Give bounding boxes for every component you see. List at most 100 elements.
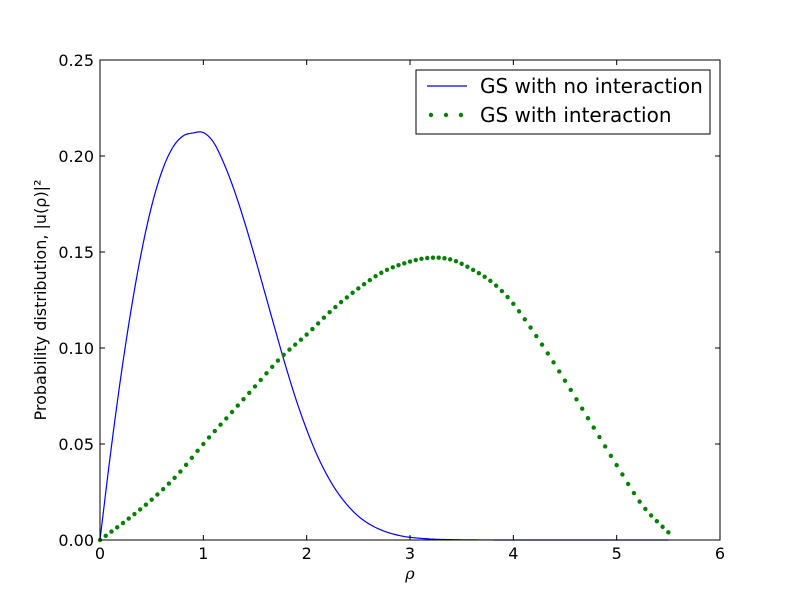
x-axis-label: ρ [404,564,415,583]
legend: GS with no interaction GS with interacti… [415,69,711,135]
series-point-interaction [166,481,172,486]
series-point-interaction [597,434,602,440]
series-point-interaction [195,448,200,454]
series-point-interaction [373,274,378,279]
series-point-interaction [602,444,608,449]
series-point-interaction [304,332,309,337]
series-point-interaction [212,428,218,434]
series-point-interaction [172,475,177,480]
x-tick-label: 0 [95,544,105,563]
series-point-interaction [252,384,258,389]
series-point-interaction [580,406,585,411]
series-point-interaction [321,315,327,320]
series-point-interaction [419,256,424,262]
series-point-interaction [637,499,642,504]
series-point-interaction [666,530,671,535]
series-point-interaction [183,462,189,468]
series-point-interaction [315,321,321,326]
y-tick-label: 0.25 [58,51,94,70]
series-point-interaction [413,257,418,263]
legend-dot-1 [428,112,434,118]
series-point-interaction [608,453,614,459]
series-point-interaction [264,371,269,376]
series-point-interaction [574,397,579,402]
y-tick-label: 0.05 [58,435,94,454]
y-tick-label: 0.15 [58,243,94,262]
series-point-interaction [229,409,235,415]
series-point-interaction [545,351,550,356]
series-point-interaction [505,294,510,300]
series-point-interaction [310,326,315,332]
series-point-interaction [384,267,390,272]
series-point-interaction [470,267,476,273]
legend-box [415,69,711,135]
series-point-interaction [350,290,355,296]
series-point-interaction [430,255,436,260]
series-point-interaction [447,257,453,262]
series-point-interaction [516,309,522,314]
series-point-interaction [631,490,637,496]
x-tick-label: 3 [405,544,415,563]
series-point-interaction [442,256,447,261]
series-point-interaction [482,274,487,279]
series-point-interaction [344,295,350,300]
series-point-interaction [614,462,619,468]
series-point-interaction [648,513,654,518]
series-point-interaction [206,435,212,440]
series-point-interaction [396,262,401,268]
series-point-interaction [275,358,281,363]
series-point-interaction [528,325,533,330]
series-point-interaction [591,425,596,430]
series-point-interaction [155,492,160,497]
legend-dot-3 [458,112,464,118]
series-point-interaction [120,520,126,526]
series-point-interaction [660,524,665,529]
series-point-interaction [425,255,430,261]
series-point-interaction [390,265,395,270]
series-point-interaction [109,529,114,534]
x-axis: 0 1 2 3 4 5 6 [95,60,725,563]
series-point-interaction [287,347,292,352]
x-tick-label: 5 [612,544,622,563]
x-tick-label: 4 [508,544,518,563]
series-point-interaction [235,403,240,408]
y-axis-label: Probability distribution, |u(ρ)|² [31,180,50,421]
series-point-interaction [453,259,459,264]
series-point-interaction [160,486,166,492]
series-point-interaction [367,277,373,283]
series-point-interaction [539,342,545,347]
y-tick-label: 0.10 [58,339,94,358]
series-point-interaction [476,270,482,276]
y-tick-label: 0.20 [58,147,94,166]
series-point-interaction [298,337,304,342]
series-point-interaction [115,525,120,530]
series-point-interaction [103,533,108,538]
series-point-interaction [143,502,149,507]
plot-area [97,131,671,543]
series-point-interaction [436,255,441,260]
series-point-interaction [557,369,562,374]
series-point-interaction [281,352,286,357]
series-point-interaction [338,299,344,305]
series-point-interaction [465,264,470,269]
series-point-interaction [270,364,275,369]
series-point-interaction [459,261,464,266]
series-point-interaction [178,469,183,474]
series-point-interaction [189,455,195,461]
series-point-interaction [562,378,568,383]
series-point-interaction [402,261,407,266]
series-point-interaction [620,472,625,477]
series-point-interaction [126,516,131,521]
series-point-interaction [551,360,556,365]
legend-label-no-interaction: GS with no interaction [480,74,703,98]
series-point-interaction [218,422,223,427]
series-point-interaction [137,507,143,512]
series-point-interaction [488,278,493,284]
series-point-interaction [361,282,367,287]
series-point-interaction [625,481,631,487]
y-tick-label: 0.00 [58,531,94,550]
series-point-interaction [643,506,648,512]
legend-dot-2 [443,112,449,118]
series-point-interaction [568,387,573,393]
